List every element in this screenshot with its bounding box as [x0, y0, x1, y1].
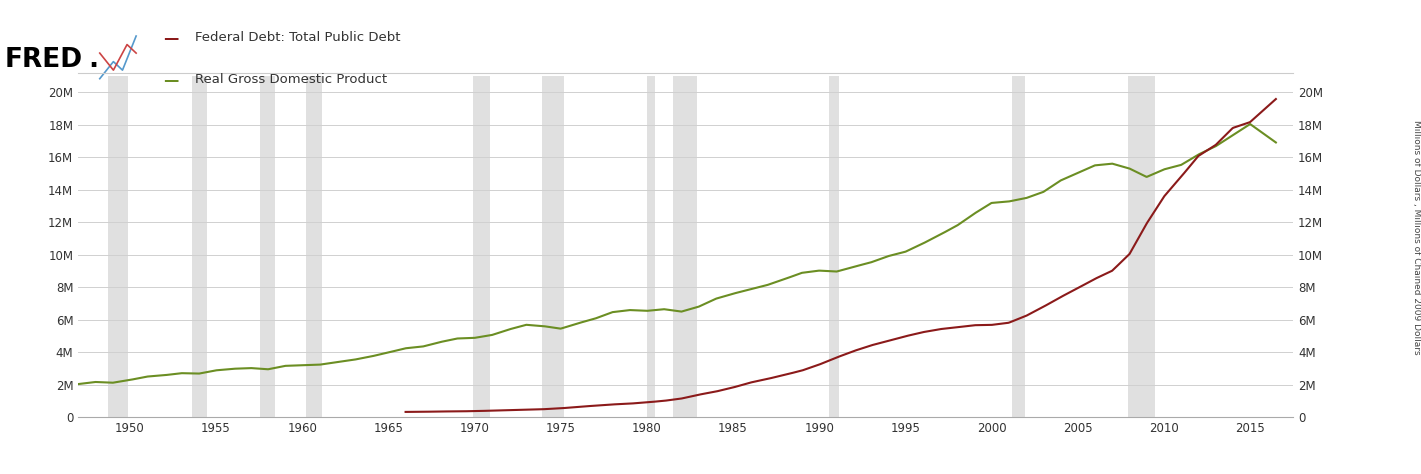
Text: —: —	[163, 31, 179, 46]
Bar	[473, 76, 490, 417]
Bar	[1128, 76, 1155, 417]
Bar	[647, 76, 655, 417]
Bar	[260, 76, 274, 417]
Text: Real Gross Domestic Product: Real Gross Domestic Product	[195, 73, 387, 86]
Text: —: —	[163, 73, 179, 89]
Bar	[1012, 76, 1025, 417]
Text: .: .	[88, 47, 98, 73]
Bar	[830, 76, 840, 417]
Bar	[541, 76, 564, 417]
Bar	[192, 76, 207, 417]
Text: Millions of Dollars , Millions of Chained 2009 Dollars: Millions of Dollars , Millions of Chaine…	[1412, 120, 1421, 354]
Bar	[108, 76, 128, 417]
Bar	[672, 76, 698, 417]
Text: FRED: FRED	[4, 47, 82, 73]
Text: Federal Debt: Total Public Debt: Federal Debt: Total Public Debt	[195, 31, 401, 44]
Bar	[307, 76, 323, 417]
